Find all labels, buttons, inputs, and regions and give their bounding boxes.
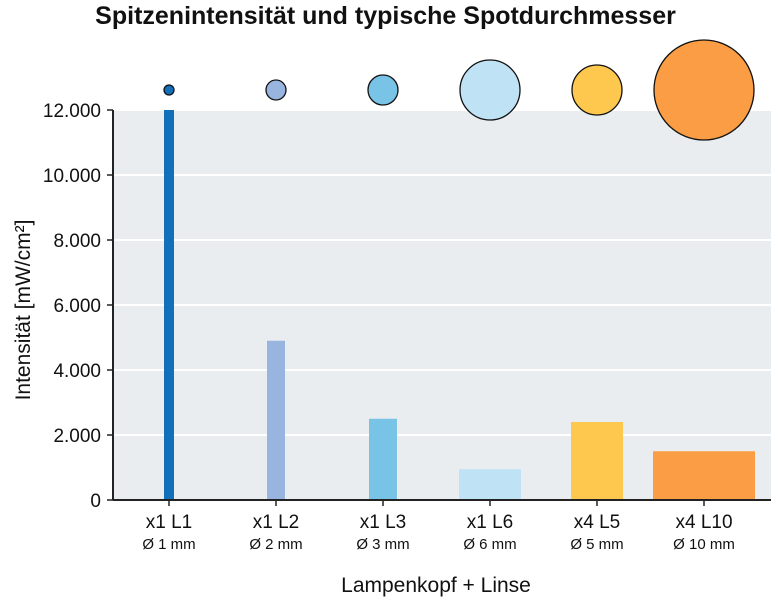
spot-circle <box>459 59 521 121</box>
spot-circles <box>163 39 755 141</box>
x-tick-labels: x1 L1 Ø 1 mm x1 L2 Ø 2 mm x1 L3 Ø 3 mm x1 L6 Ø … <box>142 500 735 553</box>
x-tick-label: x1 L3 <box>360 512 406 533</box>
y-axis-title: Intensität [mW/cm²] <box>12 220 35 401</box>
y-tick-label: 8.000 <box>53 231 101 252</box>
x-tick-label: x1 L1 <box>146 512 192 533</box>
x-tick-sublabel: Ø 10 mm <box>673 536 735 553</box>
spot-circle <box>265 79 287 101</box>
y-tick-label: 12.000 <box>43 101 101 122</box>
x-tick-sublabel: Ø 2 mm <box>249 536 302 553</box>
y-tick-label: 6.000 <box>53 296 101 317</box>
x-tick-sublabel: Ø 6 mm <box>463 536 516 553</box>
chart-title: Spitzenintensität und typische Spotdurch… <box>95 2 676 30</box>
bar-series <box>164 110 755 500</box>
y-tick-labels: 0 2.000 4.000 6.000 8.000 10.000 12.000 <box>43 101 113 512</box>
x-tick-sublabel: Ø 1 mm <box>142 536 195 553</box>
x-tick-sublabel: Ø 3 mm <box>356 536 409 553</box>
bar <box>164 110 174 500</box>
bar <box>369 418 397 500</box>
x-tick-label: x1 L6 <box>467 512 513 533</box>
y-tick-label: 4.000 <box>53 361 101 382</box>
bar <box>267 340 285 500</box>
bar <box>653 451 755 500</box>
bar <box>459 469 521 500</box>
bar <box>571 422 623 500</box>
x-tick-sublabel: Ø 5 mm <box>570 536 623 553</box>
x-tick-label: x1 L2 <box>253 512 299 533</box>
y-tick-label: 0 <box>90 491 101 512</box>
y-tick-label: 10.000 <box>43 166 101 187</box>
x-axis-title: Lampenkopf + Linse <box>341 574 531 597</box>
spot-circle <box>163 84 175 96</box>
y-tick-label: 2.000 <box>53 426 101 447</box>
spot-circle <box>653 39 755 141</box>
x-tick-label: x4 L5 <box>574 512 620 533</box>
spot-circle <box>367 74 399 106</box>
x-tick-label: x4 L10 <box>675 512 732 533</box>
spot-circle <box>571 64 623 116</box>
